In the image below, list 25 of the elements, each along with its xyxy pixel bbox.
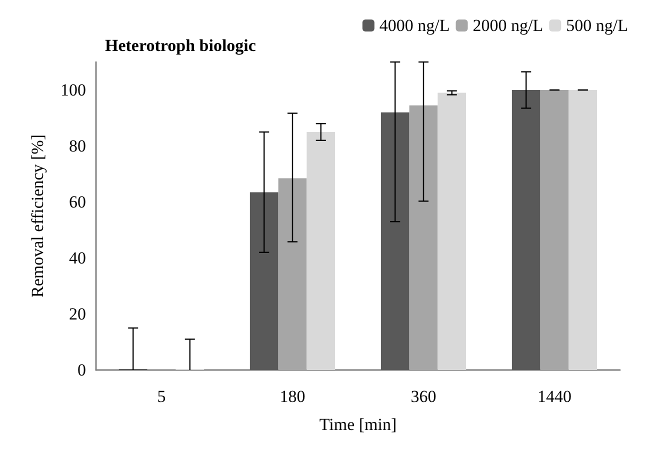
bar xyxy=(568,90,598,370)
bar xyxy=(380,112,410,370)
y-tick-label: 100 xyxy=(60,80,86,100)
x-tick-label: 360 xyxy=(410,387,436,406)
y-tick-label: 80 xyxy=(69,136,86,156)
y-tick-label: 0 xyxy=(78,360,86,380)
legend-label: 500 ng/L xyxy=(566,16,628,35)
legend-label: 4000 ng/L xyxy=(379,16,450,35)
y-tick-label: 20 xyxy=(69,304,86,324)
x-tick-label: 5 xyxy=(157,387,166,406)
legend-label: 2000 ng/L xyxy=(472,16,544,35)
bar xyxy=(250,192,278,370)
bar xyxy=(438,92,466,370)
x-tick-label: 180 xyxy=(280,387,306,406)
y-axis-title: Removal efficiency [%] xyxy=(28,134,47,298)
bar xyxy=(512,90,540,370)
bar xyxy=(409,105,438,370)
y-tick-label: 60 xyxy=(69,192,86,212)
bar xyxy=(306,132,336,370)
chart-title: Heterotroph biologic xyxy=(105,36,256,55)
x-axis-title: Time [min] xyxy=(319,415,397,434)
bar xyxy=(540,90,569,370)
y-tick-label: 40 xyxy=(69,248,86,268)
x-tick-label: 1440 xyxy=(538,387,572,406)
bar xyxy=(278,178,307,370)
